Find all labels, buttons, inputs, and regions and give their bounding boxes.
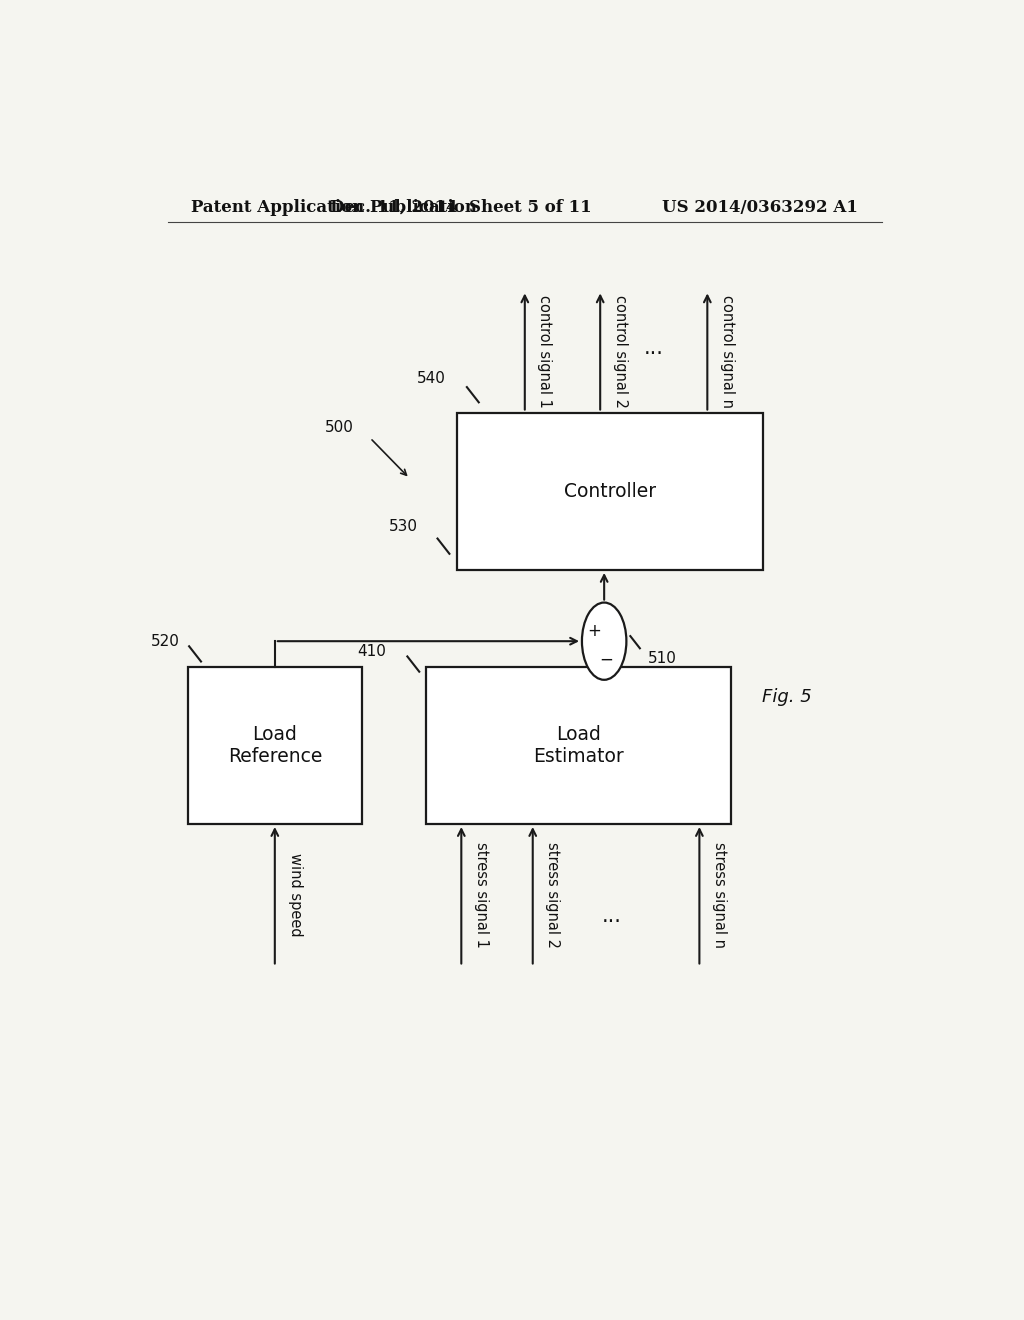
Text: stress signal n: stress signal n	[712, 842, 727, 948]
Text: control signal 2: control signal 2	[613, 294, 628, 408]
Text: Controller: Controller	[564, 482, 656, 500]
Ellipse shape	[582, 602, 627, 680]
Text: control signal n: control signal n	[720, 294, 735, 408]
Text: 410: 410	[357, 644, 386, 659]
Text: stress signal 1: stress signal 1	[474, 842, 489, 948]
Text: 500: 500	[326, 420, 354, 436]
Text: 530: 530	[389, 519, 418, 533]
Text: −: −	[599, 651, 612, 668]
Text: control signal 1: control signal 1	[538, 296, 553, 408]
Text: Dec. 11, 2014  Sheet 5 of 11: Dec. 11, 2014 Sheet 5 of 11	[331, 199, 592, 215]
Bar	[426, 667, 731, 824]
Text: 510: 510	[648, 651, 677, 667]
Text: Load
Estimator: Load Estimator	[534, 725, 624, 766]
Text: +: +	[588, 622, 601, 640]
Text: 520: 520	[151, 634, 179, 648]
Bar	[187, 667, 362, 824]
Text: stress signal 2: stress signal 2	[546, 842, 560, 948]
Text: US 2014/0363292 A1: US 2014/0363292 A1	[663, 199, 858, 215]
Text: Load
Reference: Load Reference	[227, 725, 322, 766]
Text: 540: 540	[417, 371, 445, 387]
Text: ...: ...	[602, 906, 622, 925]
Text: Fig. 5: Fig. 5	[762, 688, 812, 706]
Bar	[458, 413, 763, 570]
Text: Patent Application Publication: Patent Application Publication	[191, 199, 477, 215]
Text: wind speed: wind speed	[288, 854, 302, 937]
Text: ...: ...	[644, 338, 665, 359]
